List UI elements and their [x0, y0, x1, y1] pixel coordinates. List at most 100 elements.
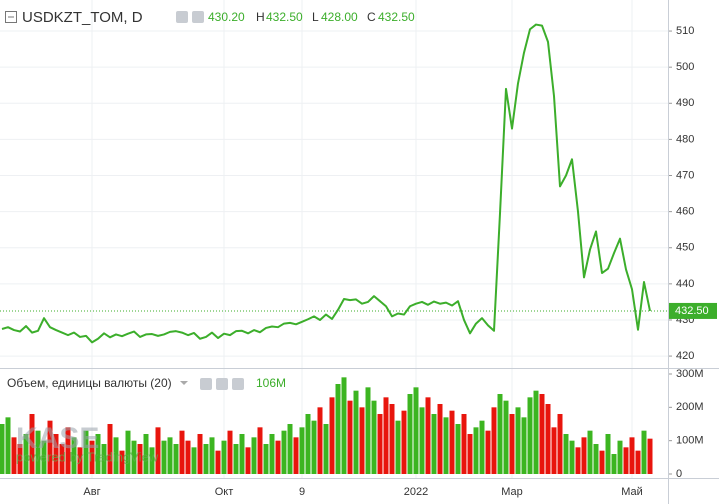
- volume-bar: [599, 450, 605, 474]
- volume-bar: [107, 424, 113, 474]
- volume-bar: [185, 440, 191, 474]
- volume-bar: [575, 447, 581, 474]
- volume-bar: [215, 450, 221, 474]
- volume-bar: [275, 440, 281, 474]
- volume-bar: [587, 430, 593, 474]
- y-tick-label: 480: [676, 133, 694, 145]
- volume-bar: [305, 414, 311, 474]
- x-tick-label: 9: [299, 486, 305, 498]
- visibility-button[interactable]: [176, 11, 188, 23]
- y-tick-label: 450: [676, 242, 694, 254]
- volume-bar: [287, 424, 293, 474]
- volume-bar: [527, 397, 533, 474]
- volume-bar: [71, 437, 77, 474]
- dropdown-icon[interactable]: [180, 381, 188, 385]
- close-button[interactable]: [232, 378, 244, 390]
- x-tick-label: Окт: [215, 486, 234, 498]
- volume-bar: [497, 394, 503, 474]
- price-tag-box: [669, 302, 717, 319]
- y-tick-label: 500: [676, 61, 694, 73]
- volume-bar: [359, 407, 365, 474]
- volume-bar: [65, 427, 71, 474]
- y-tick-label: 300M: [676, 368, 704, 380]
- y-tick-label: 100M: [676, 435, 704, 447]
- volume-bar: [389, 404, 395, 474]
- volume-bar: [113, 437, 119, 474]
- visibility-button[interactable]: [200, 378, 212, 390]
- y-tick-label: 510: [676, 25, 694, 37]
- symbol-title: USDKZT_TOM, D: [22, 9, 143, 26]
- volume-bar: [509, 414, 515, 474]
- volume-bar: [281, 430, 287, 474]
- price-line: [1, 23, 651, 344]
- volume-bar: [89, 440, 95, 474]
- volume-bar: [443, 417, 449, 474]
- volume-bar: [629, 437, 635, 474]
- volume-bar: [419, 407, 425, 474]
- settings-button[interactable]: [216, 378, 228, 390]
- volume-bar: [539, 394, 545, 474]
- volume-bar: [251, 437, 257, 474]
- watermark-text: powered by TradingView: [16, 449, 159, 464]
- volume-bar: [59, 444, 65, 474]
- volume-bar: [485, 430, 491, 474]
- volume-bar: [605, 434, 611, 474]
- volume-bar: [227, 430, 233, 474]
- volume-bar: [431, 414, 437, 474]
- volume-bar: [521, 417, 527, 474]
- volume-bar: [35, 430, 41, 474]
- volume-bar: [233, 444, 239, 474]
- volume-bar: [179, 430, 185, 474]
- volume-bar: [137, 444, 143, 474]
- volume-bar: [473, 427, 479, 474]
- volume-bar: [131, 440, 137, 474]
- y-tick-label: 200M: [676, 401, 704, 413]
- volume-bar: [47, 420, 53, 474]
- volume-bar: [149, 447, 155, 474]
- volume-bar: [503, 400, 509, 474]
- y-tick-label: 420: [676, 350, 694, 362]
- volume-bar: [41, 440, 47, 474]
- watermark-logo: KASE: [16, 422, 99, 455]
- volume-bar: [377, 414, 383, 474]
- volume-bar: [623, 447, 629, 474]
- volume-bar: [593, 444, 599, 474]
- y-tick-label: 440: [676, 278, 694, 290]
- volume-bar: [425, 397, 431, 474]
- volume-bar: [245, 447, 251, 474]
- volume-bar: [95, 434, 101, 474]
- volume-bar: [203, 444, 209, 474]
- open-value: 430.20: [208, 10, 245, 24]
- volume-bar: [29, 414, 35, 474]
- volume-header: Объем, единицы валюты (20) 106M: [7, 376, 286, 390]
- x-tick-label: Мар: [501, 486, 523, 498]
- x-tick-label: Авг: [83, 486, 100, 498]
- volume-bar: [479, 420, 485, 474]
- volume-bar: [449, 410, 455, 474]
- volume-bar: [407, 394, 413, 474]
- volume-bar: [401, 410, 407, 474]
- settings-button[interactable]: [192, 11, 204, 23]
- volume-bar: [311, 420, 317, 474]
- volume-bar: [371, 400, 377, 474]
- volume-bar: [197, 434, 203, 474]
- volume-bar: [455, 424, 461, 474]
- volume-bar: [155, 427, 161, 474]
- volume-bar: [293, 437, 299, 474]
- volume-bar: [5, 417, 11, 474]
- volume-bar: [239, 434, 245, 474]
- volume-bar: [263, 444, 269, 474]
- volume-bar: [323, 424, 329, 474]
- volume-bar: [413, 387, 419, 474]
- volume-bar: [395, 420, 401, 474]
- low-label: L: [312, 10, 319, 24]
- x-tick-label: Май: [621, 486, 643, 498]
- volume-bar: [617, 440, 623, 474]
- y-tick-label: 460: [676, 206, 694, 218]
- watermark: KASE powered by TradingView: [16, 422, 159, 465]
- volume-bar: [119, 450, 125, 474]
- volume-bar: [167, 437, 173, 474]
- volume-bar: [341, 377, 347, 474]
- volume-bar: [365, 387, 371, 474]
